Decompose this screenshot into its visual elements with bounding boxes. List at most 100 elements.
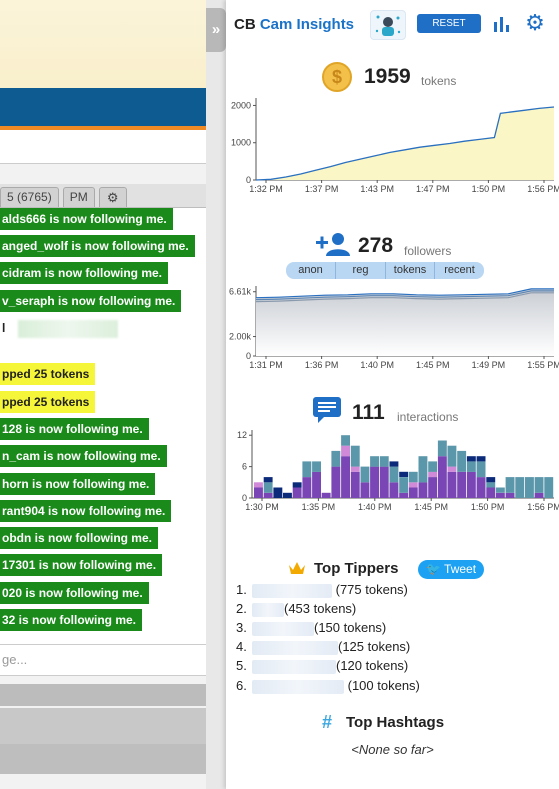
interactions-bar: [457, 450, 467, 472]
interactions-bar: [515, 477, 525, 498]
chat-input[interactable]: ge...: [0, 644, 206, 676]
followers-area: [256, 288, 554, 356]
interactions-bar: [534, 477, 544, 493]
tipper-row: 5. (120 tokens): [236, 657, 408, 675]
tokens-unit: tokens: [421, 74, 457, 88]
interactions-bar: [525, 477, 534, 498]
interactions-x-tick-label: 1:50 PM: [471, 502, 505, 512]
add-user-icon: [316, 233, 350, 256]
tokens-y-tick-label: 2000: [231, 100, 251, 110]
tipper-rank: 6.: [236, 678, 247, 693]
page-navbar: [0, 88, 206, 126]
filter-tokens[interactable]: tokens: [386, 262, 435, 279]
tipper-amount: (100 tokens): [347, 678, 420, 693]
app-title: CB Cam Insights: [234, 16, 354, 33]
interactions-bar: [428, 471, 438, 477]
followers-y-tick-label: 6.61k: [229, 287, 252, 297]
tokens-chart: 0 1000 2000 1:32 PM 1:37 PM 1:43 PM 1:47 PM 1:5…: [226, 92, 559, 200]
interactions-unit: interactions: [397, 410, 459, 424]
interactions-bar: [466, 456, 476, 462]
panel-header: CB Cam Insights RESET ⚙: [226, 0, 559, 50]
interactions-x-tick-label: 1:30 PM: [245, 502, 279, 512]
interactions-bar: [418, 456, 428, 483]
tipper-rank: 1.: [236, 582, 247, 597]
page-header-area: [0, 0, 206, 88]
interactions-bar: [360, 482, 370, 498]
tipper-row: 4. (125 tokens): [236, 638, 410, 656]
tokens-y-tick-label: 0: [246, 175, 251, 185]
blurred-username: [252, 640, 338, 655]
insights-panel: CB Cam Insights RESET ⚙ $ 1959 tokens: [226, 0, 559, 789]
interactions-bar: [263, 492, 273, 498]
interactions-x-tick-label: 1:40 PM: [358, 502, 392, 512]
tokens-line: [255, 106, 555, 181]
interactions-bar: [341, 445, 350, 457]
interactions-bar: [312, 461, 321, 472]
settings-gear-icon[interactable]: ⚙: [525, 10, 545, 35]
interactions-bar: [331, 450, 341, 467]
collapse-panel-button[interactable]: »: [206, 8, 226, 52]
followers-series-line: [255, 288, 554, 299]
tweet-button[interactable]: 🐦 Tweet: [418, 560, 484, 579]
interactions-bar: [341, 435, 350, 446]
chat-message: cidram is now following me.: [0, 262, 169, 284]
bar-chart-icon[interactable]: [492, 14, 510, 34]
chat-gear-icon[interactable]: ⚙: [98, 187, 127, 207]
footer-bar: [0, 684, 206, 706]
interactions-bar: [302, 477, 312, 498]
chat-message: horn is now following me.: [0, 473, 156, 495]
tokens-x-tick-label: 1:56 PM: [527, 184, 559, 194]
followers-x-tick-label: 1:31 PM: [249, 360, 283, 370]
message-icon: [313, 397, 341, 423]
interactions-x-tick-label: 1:35 PM: [302, 502, 336, 512]
interactions-stat: 111 interactions: [226, 396, 559, 430]
blurred-username: [252, 659, 336, 674]
chat-message: v_seraph is now following me.: [0, 290, 182, 312]
followers-x-tick-label: 1:49 PM: [472, 360, 506, 370]
tokens-y-tick-label: 1000: [231, 138, 251, 148]
page-strip: [0, 130, 206, 164]
navbar-accent-line: [0, 126, 206, 130]
filter-reg[interactable]: reg: [336, 262, 386, 279]
interactions-bar: [399, 477, 409, 493]
interactions-bar: [379, 456, 389, 467]
interactions-bar: [254, 487, 263, 498]
interactions-bar: [466, 471, 476, 498]
filter-anon[interactable]: anon: [286, 262, 336, 279]
interactions-bar: [476, 477, 486, 498]
avatar: [370, 10, 406, 40]
brand-name: Cam Insights: [259, 16, 355, 33]
interactions-bar: [379, 466, 389, 498]
blurred-username: [252, 621, 314, 636]
tokens-stat: $ 1959 tokens: [226, 60, 559, 94]
chat-message: 17301 is now following me.: [0, 554, 163, 576]
interactions-bar: [370, 456, 379, 467]
chat-message-list: alds666 is now following me. anged_wolf i…: [0, 208, 206, 644]
chat-message: 32 is now following me.: [0, 609, 143, 631]
tipper-amount: (120 tokens): [336, 658, 409, 673]
reset-button[interactable]: RESET: [417, 14, 481, 33]
filter-recent[interactable]: recent: [444, 264, 475, 276]
interactions-bar: [350, 445, 360, 467]
followers-unit: followers: [404, 244, 452, 258]
followers-x-tick-label: 1:36 PM: [305, 360, 339, 370]
interactions-bar: [350, 471, 360, 498]
interactions-bar: [254, 482, 263, 488]
followers-chart-svg: 0 2.00k 6.61k 1:31 PM 1:36 PM 1:40 PM 1:45 PM 1…: [229, 286, 559, 370]
blurred-username: [252, 679, 344, 694]
interactions-bar: [312, 471, 321, 498]
top-hashtags-title: Top Hashtags: [346, 714, 445, 731]
tweet-label: Tweet: [444, 562, 477, 576]
follower-filter-toggle: anon reg tokens recent: [286, 262, 484, 279]
interactions-bar: [476, 456, 486, 462]
followers-y-tick-label: 2.00k: [229, 332, 252, 342]
tab-users[interactable]: 5 (6765): [0, 187, 59, 207]
blurred-username: [252, 583, 332, 598]
interactions-bar: [486, 477, 496, 483]
tab-pm[interactable]: PM: [62, 187, 95, 207]
tipper-amount: (775 tokens): [335, 582, 408, 597]
tokens-x-tick-label: 1:32 PM: [249, 184, 283, 194]
interactions-bar: [399, 471, 409, 477]
tipper-rank: 2.: [236, 601, 247, 616]
interactions-bar: [418, 482, 428, 498]
